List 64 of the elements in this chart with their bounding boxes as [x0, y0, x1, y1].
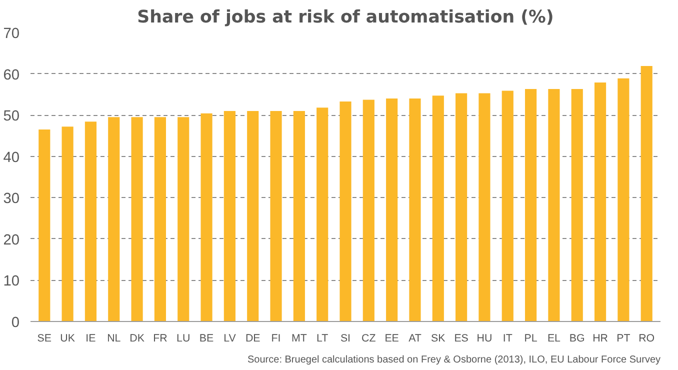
bar	[409, 98, 421, 322]
bar	[478, 93, 490, 322]
y-tick-label: 0	[11, 315, 20, 331]
x-tick-label: BG	[569, 332, 585, 344]
x-tick-label: SE	[37, 332, 52, 344]
bar	[456, 93, 468, 322]
bar	[200, 113, 212, 322]
chart-title: Share of jobs at risk of automatisation (%)	[137, 8, 554, 28]
bar	[270, 110, 282, 322]
x-tick-label: PL	[524, 332, 538, 344]
bar	[618, 78, 630, 322]
y-tick-label: 30	[3, 191, 20, 208]
x-tick-label: LV	[224, 332, 237, 344]
y-tick-label: 20	[3, 232, 20, 248]
bar	[640, 66, 652, 322]
x-tick-label: AT	[408, 332, 422, 344]
bar	[224, 110, 236, 322]
x-tick-label: NL	[107, 332, 121, 344]
x-tick-label: BE	[199, 332, 214, 344]
x-tick-label: MT	[291, 332, 308, 344]
bar	[84, 122, 97, 322]
bar	[38, 130, 50, 322]
source-note: Source: Bruegel calculations based on Frey & Osborne (2013), ILO, EU Labour Force Survey	[248, 354, 661, 366]
x-tick-label: ES	[454, 332, 468, 344]
bar	[178, 117, 190, 322]
bar	[154, 117, 166, 322]
y-tick-label: 60	[3, 67, 20, 84]
x-tick-label: SI	[340, 332, 351, 344]
x-tick-label: EL	[547, 332, 561, 344]
x-tick-label: HR	[592, 332, 608, 344]
x-tick-label: IT	[502, 332, 513, 344]
bar	[502, 90, 514, 322]
x-tick-label: DK	[130, 332, 144, 344]
bar	[548, 89, 560, 322]
x-tick-label: LT	[316, 332, 329, 344]
x-tick-label: PT	[616, 332, 631, 344]
bar	[432, 96, 444, 322]
bar	[247, 110, 259, 322]
bar	[386, 98, 398, 322]
bar	[316, 108, 328, 322]
bar	[362, 100, 374, 322]
bar	[293, 110, 305, 322]
bar	[340, 101, 352, 322]
x-tick-label: EE	[384, 332, 399, 344]
x-tick-label: LU	[176, 332, 190, 344]
x-tick-label: HU	[476, 332, 492, 344]
y-tick-label: 10	[3, 274, 20, 290]
bar	[571, 89, 583, 322]
x-tick-label: CZ	[362, 332, 376, 344]
bar	[131, 117, 143, 322]
x-tick-label: IE	[86, 332, 96, 344]
bar	[108, 117, 120, 322]
x-tick-label: DE	[245, 332, 260, 344]
bar	[525, 89, 537, 322]
x-tick-label: SK	[431, 332, 446, 344]
x-tick-label: RO	[638, 332, 655, 344]
y-tick-label: 40	[3, 150, 20, 166]
y-tick-label: 70	[3, 26, 20, 42]
x-tick-label: FR	[153, 332, 168, 344]
y-tick-label: 50	[3, 108, 20, 125]
bar	[594, 82, 606, 322]
bar	[62, 126, 74, 322]
x-tick-label: FI	[271, 332, 281, 344]
x-tick-label: UK	[60, 332, 75, 344]
